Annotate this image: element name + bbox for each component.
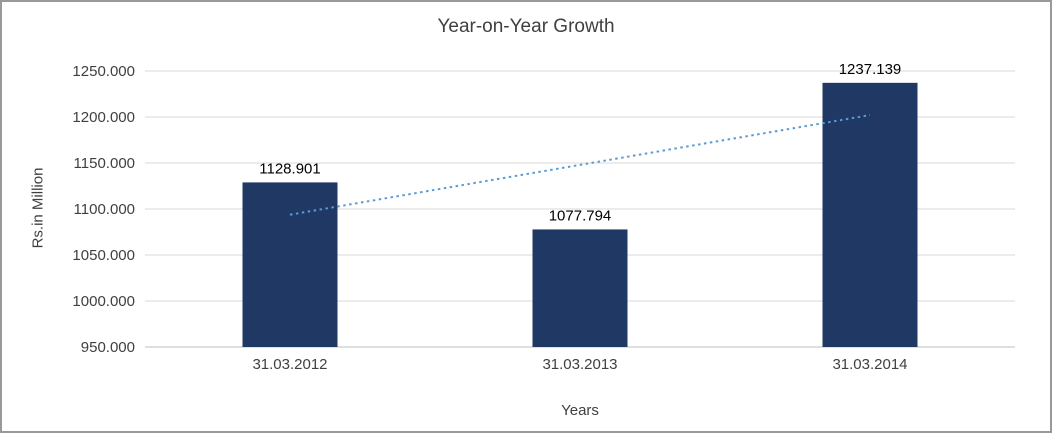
bar-value-label: 1128.901 xyxy=(259,160,320,177)
trendline xyxy=(289,114,871,216)
x-axis-title: Years xyxy=(561,402,599,419)
x-category-label: 31.03.2012 xyxy=(252,356,327,373)
bar xyxy=(822,82,918,347)
y-tick-label: 950.000 xyxy=(81,339,135,356)
bar-value-label: 1237.139 xyxy=(839,61,902,78)
bar-value-label: 1077.794 xyxy=(549,207,612,224)
y-tick-label: 1250.000 xyxy=(72,63,135,80)
y-tick-label: 1100.000 xyxy=(74,201,135,218)
chart-title: Year-on-Year Growth xyxy=(437,16,615,37)
x-category-label: 31.03.2014 xyxy=(832,356,907,373)
bar xyxy=(242,182,338,347)
x-category-label: 31.03.2013 xyxy=(542,356,617,373)
y-tick-label: 1150.000 xyxy=(74,155,135,172)
bar xyxy=(532,229,628,347)
y-tick-label: 1050.000 xyxy=(72,247,135,264)
y-tick-label: 1200.000 xyxy=(72,109,135,126)
y-tick-label: 1000.000 xyxy=(72,293,135,310)
